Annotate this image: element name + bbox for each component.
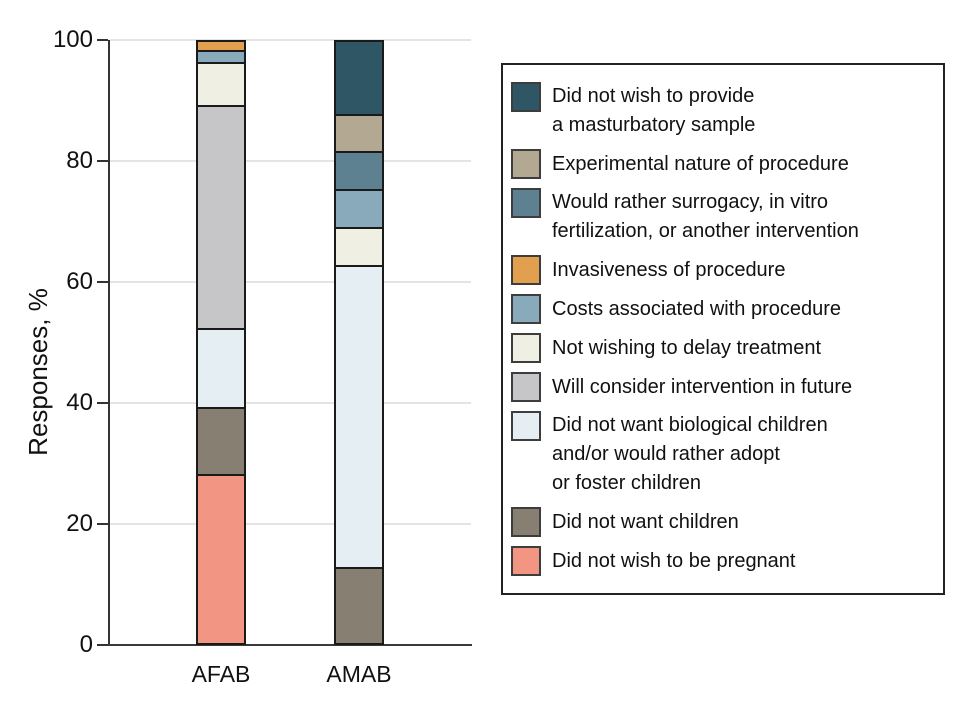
legend-item: Invasiveness of procedure [511, 255, 935, 285]
legend-swatch [511, 149, 541, 179]
legend-swatch [511, 188, 541, 218]
y-tick-label-20: 20 [66, 510, 93, 537]
legend-label-line: or foster children [552, 472, 701, 494]
y-tick-label-80: 80 [66, 147, 93, 174]
legend-label-line: Not wishing to delay treatment [552, 336, 822, 359]
bar-segment [196, 328, 246, 410]
legend-item: Did not wish to provide a masturbatory sa… [511, 82, 935, 140]
legend-label-line: Did not wish to be pregnant [552, 549, 796, 572]
x-tick-label-afab: AFAB [191, 661, 251, 687]
legend-label-line: and/or would rather adopt [552, 443, 780, 465]
bar-segment [196, 104, 246, 331]
gridline-60 [110, 281, 471, 283]
legend-item: Costs associated with procedure [511, 294, 935, 324]
bar-segment [334, 264, 384, 570]
y-tick-mark-80 [97, 160, 108, 162]
legend-label-line: a masturbatory sample [552, 114, 756, 136]
x-axis-line [108, 644, 472, 646]
legend-swatch [511, 546, 541, 576]
gridline-100 [110, 39, 471, 41]
legend-label-line: fertilization, or another intervention [552, 220, 859, 242]
bar-segment [334, 113, 384, 154]
legend-label: Experimental nature of procedure [552, 150, 849, 179]
y-tick-mark-20 [97, 523, 108, 525]
legend-item: Experimental nature of procedure [511, 149, 935, 179]
y-tick-label-0: 0 [79, 631, 93, 658]
y-tick-mark-40 [97, 402, 108, 404]
legend-label-line: Will consider intervention in future [552, 375, 853, 398]
legend-label: Did not wish to be pregnant [552, 547, 796, 576]
legend-label-line: Experimental nature of procedure [552, 152, 849, 175]
legend-label: Would rather surrogacy, in vitro fertiliz… [552, 188, 859, 246]
legend-item: Did not want biological children and/or w… [511, 411, 935, 498]
y-tick-mark-0 [97, 644, 108, 646]
y-tick-mark-60 [97, 281, 108, 283]
legend-item: Not wishing to delay treatment [511, 333, 935, 363]
legend-label: Invasiveness of procedure [552, 256, 785, 285]
legend-swatch [511, 255, 541, 285]
legend-swatch [511, 507, 541, 537]
legend-swatch [511, 333, 541, 363]
legend-label-line: Did not want biological children [552, 414, 828, 436]
y-tick-label-100: 100 [52, 26, 93, 53]
gridline-40 [110, 402, 471, 404]
legend-label: Will consider intervention in future [552, 373, 852, 402]
stacked-bar-afab [196, 40, 246, 645]
legend-label: Not wishing to delay treatment [552, 334, 821, 363]
gridline-80 [110, 160, 471, 162]
bar-segment [334, 189, 384, 230]
bar-segment [334, 151, 384, 192]
bar-segment [196, 473, 246, 645]
x-tick-label-amab: AMAB [326, 661, 392, 687]
legend-swatch [511, 294, 541, 324]
legend-label: Did not want biological children and/or w… [552, 411, 828, 498]
legend-label-line: Would rather surrogacy, in vitro [552, 191, 829, 213]
legend-swatch [511, 411, 541, 441]
legend-label: Did not wish to provide a masturbatory sa… [552, 82, 755, 140]
legend-label-line: Costs associated with procedure [552, 297, 842, 320]
legend-box: Did not wish to provide a masturbatory sa… [501, 63, 945, 595]
legend-item: Did not wish to be pregnant [511, 546, 935, 576]
y-tick-mark-100 [97, 39, 108, 41]
y-tick-label-60: 60 [66, 268, 93, 295]
legend-label-line: Did not want children [552, 510, 739, 533]
legend-label-line: Invasiveness of procedure [552, 258, 786, 281]
stacked-bar-amab [334, 40, 384, 645]
legend-item: Will consider intervention in future [511, 372, 935, 402]
gridline-20 [110, 523, 471, 525]
y-tick-label-40: 40 [66, 389, 93, 416]
legend-item: Did not want children [511, 507, 935, 537]
legend-label-line: Did not wish to provide [552, 85, 755, 107]
legend-item: Would rather surrogacy, in vitro fertiliz… [511, 188, 935, 246]
y-axis-line [108, 40, 110, 646]
legend-swatch [511, 372, 541, 402]
legend-swatch [511, 82, 541, 112]
bar-segment [334, 40, 384, 116]
bar-segment [196, 62, 246, 107]
bar-segment [334, 227, 384, 267]
bar-segment [196, 407, 246, 476]
legend-label: Costs associated with procedure [552, 295, 841, 324]
legend-label: Did not want children [552, 508, 739, 537]
bar-segment [334, 567, 384, 645]
